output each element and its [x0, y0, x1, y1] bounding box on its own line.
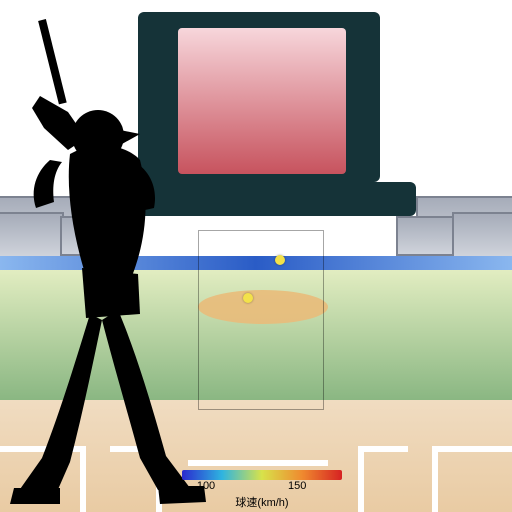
batter-silhouette [0, 18, 250, 508]
speed-legend: 100 150 球速(km/h) [182, 470, 342, 510]
seat-block [452, 212, 512, 258]
seat-block [396, 216, 456, 256]
pitch-marker [275, 255, 285, 265]
speed-tick: 150 [288, 480, 306, 492]
speed-ticks: 100 150 [182, 480, 342, 494]
speed-colorbar [182, 470, 342, 480]
speed-tick: 100 [197, 480, 215, 492]
speed-legend-label: 球速(km/h) [182, 494, 342, 510]
